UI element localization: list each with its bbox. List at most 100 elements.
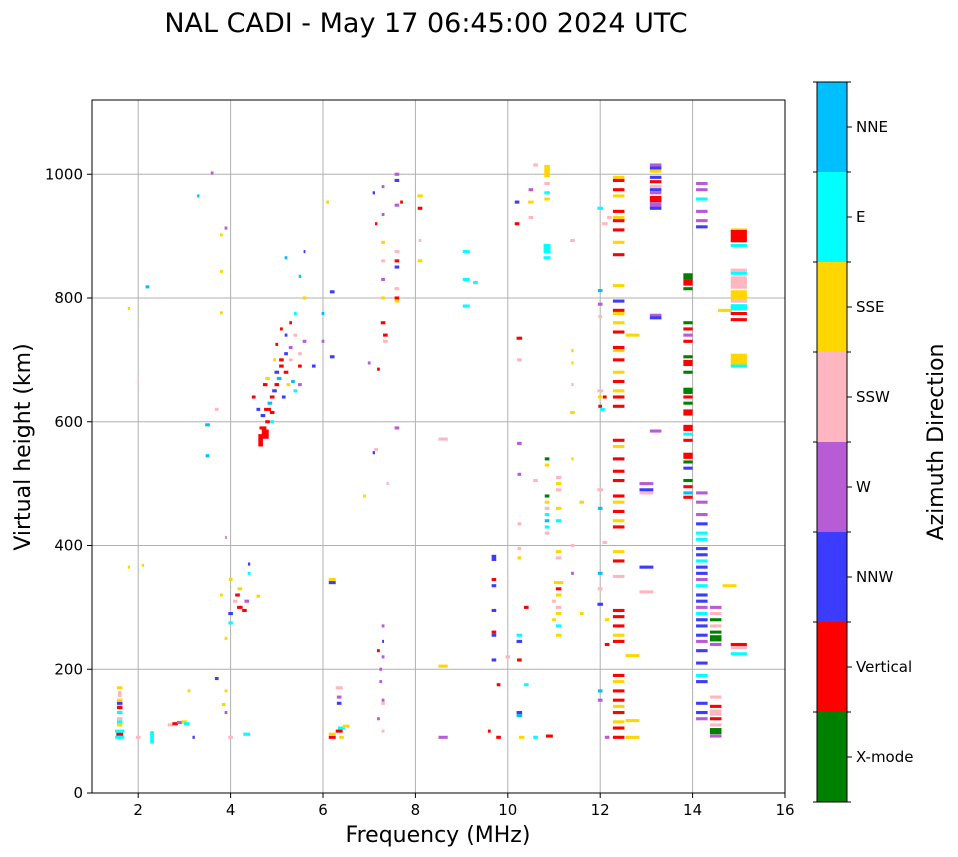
- data-point-sse: [612, 704, 625, 708]
- data-point-nnw: [214, 676, 219, 681]
- data-point-sse: [181, 720, 188, 724]
- data-point-e: [293, 311, 297, 316]
- data-point-sse: [328, 732, 336, 736]
- x-tick-label: 2: [133, 801, 143, 819]
- data-point-nnw: [683, 466, 693, 470]
- data-point-nnw: [382, 639, 384, 643]
- data-point-vertical: [394, 296, 400, 300]
- data-point-vertical: [612, 379, 625, 384]
- data-point-vertical: [612, 438, 625, 442]
- data-point-e: [533, 735, 538, 739]
- data-point-ssw: [386, 482, 389, 486]
- data-point-vertical: [612, 188, 625, 192]
- data-point-vertical: [683, 424, 693, 432]
- data-point-e: [544, 525, 550, 529]
- data-point-sse: [273, 358, 276, 362]
- data-point-vertical: [394, 259, 400, 263]
- x-tick-label: 6: [318, 801, 328, 819]
- data-point-sse: [517, 556, 522, 560]
- data-point-w: [210, 171, 214, 175]
- data-point-sse: [612, 311, 625, 316]
- data-point-vertical: [602, 395, 607, 399]
- data-point-ssw: [533, 478, 538, 483]
- data-point-w: [381, 624, 385, 628]
- data-point-w: [177, 720, 183, 725]
- data-point-w: [381, 277, 385, 281]
- data-point-e: [516, 633, 523, 637]
- data-point-w: [224, 711, 228, 715]
- data-point-ssw: [598, 315, 603, 319]
- data-point-nnw: [491, 584, 497, 588]
- data-point-ssw: [381, 259, 385, 263]
- data-point-ssw: [649, 185, 662, 189]
- colorbar-segment-e: [817, 172, 847, 262]
- data-point-ssw: [167, 723, 174, 727]
- y-tick-label: 400: [54, 537, 83, 555]
- data-point-vertical: [730, 229, 747, 243]
- data-point-e: [696, 673, 708, 677]
- y-tick-label: 800: [54, 289, 83, 307]
- data-point-sse: [219, 593, 223, 597]
- data-point-sse: [518, 735, 525, 739]
- data-point-nnw: [491, 658, 497, 662]
- data-point-sse: [141, 563, 144, 567]
- data-point-x-mode: [709, 635, 722, 642]
- data-point-vertical: [258, 434, 263, 447]
- data-point-sse: [612, 321, 625, 325]
- colorbar-label-w: W: [856, 478, 871, 496]
- data-point-nnw: [491, 554, 497, 561]
- data-point-nnw: [514, 200, 520, 204]
- data-point-nnw: [516, 711, 523, 715]
- data-point-vertical: [683, 452, 693, 459]
- data-point-w: [649, 313, 662, 317]
- data-point-nnw: [228, 612, 233, 616]
- data-point-e: [730, 304, 747, 311]
- data-point-sse: [571, 457, 574, 461]
- data-point-w: [696, 639, 708, 643]
- data-point-vertical: [116, 706, 123, 710]
- data-point-sse: [127, 306, 131, 311]
- data-point-nne: [267, 401, 273, 405]
- data-point-vertical: [612, 404, 625, 408]
- data-point-ssw: [570, 238, 575, 243]
- data-point-ssw: [570, 543, 575, 548]
- data-point-vertical: [612, 395, 625, 399]
- data-point-vertical: [612, 689, 625, 693]
- x-tick-label: 8: [411, 801, 421, 819]
- data-point-e: [462, 250, 470, 254]
- data-point-vertical: [730, 311, 747, 316]
- data-point-vertical: [116, 732, 124, 736]
- data-point-e: [696, 612, 708, 616]
- colorbar-label-nnw: NNW: [856, 568, 893, 586]
- data-point-sse: [555, 482, 562, 486]
- data-point-sse: [579, 612, 584, 616]
- data-point-vertical: [649, 195, 662, 203]
- data-point-w: [381, 698, 385, 702]
- data-point-vertical: [289, 321, 293, 325]
- data-point-nnw: [274, 370, 280, 374]
- data-point-vertical: [523, 605, 529, 609]
- data-point-ssw: [381, 701, 385, 705]
- data-point-sse: [116, 723, 123, 727]
- data-point-vertical: [328, 735, 336, 739]
- data-point-sse: [612, 194, 625, 198]
- data-point-sse: [326, 200, 330, 204]
- data-point-vertical: [709, 717, 722, 721]
- data-point-vertical: [683, 495, 693, 499]
- data-point-nne: [597, 571, 603, 575]
- data-point-sse: [604, 618, 610, 622]
- data-point-ssw: [505, 655, 511, 659]
- data-point-nnw: [696, 624, 708, 628]
- data-point-ssw: [517, 358, 522, 362]
- data-point-nnw: [281, 395, 286, 399]
- data-point-x-mode: [683, 355, 693, 359]
- data-point-sse: [597, 395, 603, 399]
- data-point-nnw: [649, 188, 662, 192]
- data-point-nnw: [649, 206, 662, 210]
- data-point-w: [394, 203, 400, 207]
- data-point-w: [696, 188, 708, 192]
- data-point-vertical: [514, 222, 520, 226]
- data-point-ssw: [597, 587, 603, 591]
- data-point-nnw: [192, 735, 195, 739]
- data-point-nnw: [696, 571, 708, 575]
